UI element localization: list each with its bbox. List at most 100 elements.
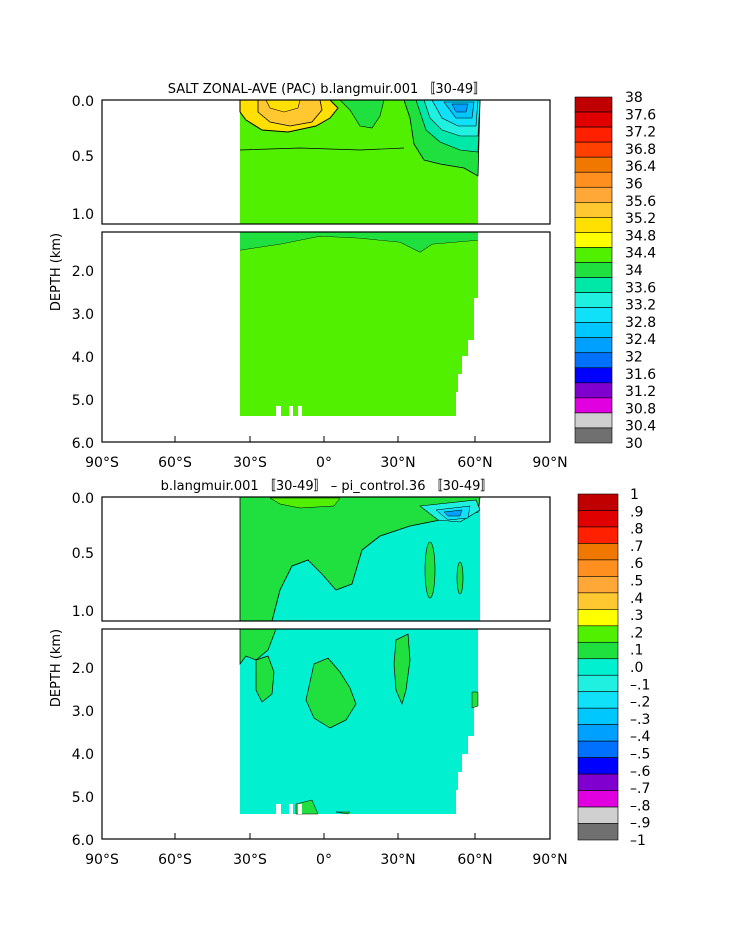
y-tick-label: 2.0 [72, 661, 94, 677]
colorbar-swatch [574, 232, 613, 248]
salt-upper-plot [101, 99, 551, 225]
colorbar-swatch [574, 111, 613, 128]
colorbar-label: –.9 [630, 816, 650, 832]
colorbar-label: .8 [630, 522, 643, 538]
colorbar-swatch [574, 126, 613, 143]
colorbar-label: 34.4 [625, 246, 656, 262]
colorbar-swatch [574, 202, 613, 218]
y-tick-label: 5.0 [72, 790, 94, 806]
y-tick-label: 3.0 [72, 704, 94, 720]
colorbar-swatch [577, 592, 619, 610]
salt-panel: SALT ZONAL-AVE (PAC) b.langmuir.001 〚30-… [49, 82, 656, 471]
colorbar-swatch [577, 823, 619, 841]
colorbar-label: 32.4 [625, 332, 656, 348]
colorbar-label: .3 [630, 608, 643, 624]
colorbar-label: 31.2 [625, 384, 656, 400]
colorbar-label: –.1 [630, 677, 650, 693]
colorbar-label: .5 [630, 574, 643, 590]
colorbar-swatch [577, 707, 619, 725]
y-tick-label: 0.0 [72, 94, 94, 110]
colorbar-label: .9 [630, 504, 643, 520]
colorbar-label: 33.2 [625, 298, 656, 314]
colorbar-label: 34 [625, 263, 643, 279]
colorbar-swatch [574, 186, 613, 203]
colorbar-label: .7 [630, 539, 643, 555]
colorbar-label: 34.8 [625, 228, 656, 244]
colorbar-swatch [577, 526, 619, 544]
salt-y-tick-labels: 0.0 0.5 1.0 2.0 3.0 4.0 5.0 6.0 [72, 94, 94, 452]
colorbar-swatch [574, 382, 613, 399]
y-tick-label: 4.0 [72, 350, 94, 366]
anomaly-panel-title: b.langmuir.001 〚30-49〛 – pi_control.36 〚… [161, 479, 494, 494]
anomaly-lower-plot [101, 628, 551, 840]
colorbar-label: 38 [625, 90, 643, 106]
colorbar-swatch [574, 352, 613, 369]
anomaly-y-axis-label: DEPTH (km) [49, 629, 64, 707]
colorbar-label: .6 [630, 556, 643, 572]
x-tick-label: 60°N [457, 852, 492, 868]
y-tick-label: 6.0 [72, 833, 94, 849]
colorbar-swatch [577, 790, 619, 808]
colorbar-label: –1 [630, 833, 646, 849]
colorbar-label: 37.6 [625, 107, 656, 123]
salt-y-axis-label: DEPTH (km) [49, 233, 64, 311]
colorbar-label: –.7 [630, 781, 650, 797]
colorbar-swatch [577, 740, 619, 758]
colorbar-label: .4 [630, 591, 643, 607]
colorbar-label: 35.6 [625, 194, 656, 210]
colorbar-label: –.2 [630, 695, 650, 711]
colorbar-swatch [574, 322, 613, 338]
y-tick-label: 0.0 [72, 491, 94, 507]
x-tick-label: 60°S [158, 455, 192, 471]
colorbar-swatch [574, 427, 613, 444]
colorbar-swatch [577, 724, 619, 742]
y-tick-label: 2.0 [72, 264, 94, 280]
colorbar-label: 30.4 [625, 419, 656, 435]
colorbar-swatch [577, 576, 619, 594]
anomaly-lower-field [240, 629, 478, 814]
colorbar-swatch [577, 806, 619, 824]
colorbar-label: .2 [630, 625, 643, 641]
colorbar-label: 33.6 [625, 280, 656, 296]
x-tick-label: 0° [316, 455, 332, 471]
colorbar-swatch [577, 757, 619, 775]
anomaly-panel: b.langmuir.001 〚30-49〛 – pi_control.36 〚… [49, 479, 650, 868]
y-tick-label: 6.0 [72, 436, 94, 452]
colorbar-swatch [574, 367, 613, 384]
colorbar-label: –.5 [630, 747, 650, 763]
colorbar-label: –.4 [630, 729, 650, 745]
colorbar-swatch [574, 141, 613, 158]
colorbar-swatch [577, 691, 619, 709]
x-tick-label: 90°S [85, 455, 119, 471]
salt-lower-plot [101, 231, 551, 443]
colorbar-swatch [574, 397, 613, 414]
y-tick-label: 0.5 [72, 546, 94, 562]
colorbar-swatch [577, 773, 619, 791]
x-tick-label: 30°S [233, 852, 267, 868]
colorbar-label: 32 [625, 350, 643, 366]
colorbar-label: 36.4 [625, 159, 656, 175]
colorbar-swatch [577, 674, 619, 693]
anomaly-upper-plot [101, 496, 551, 622]
x-tick-label: 30°S [233, 455, 267, 471]
colorbar-swatch [574, 171, 613, 188]
y-tick-label: 3.0 [72, 307, 94, 323]
colorbar-swatch [574, 412, 613, 429]
colorbar-swatch [577, 543, 619, 561]
anomaly-x-tick-labels: 90°S 60°S 30°S 0° 30°N 60°N 90°N [85, 852, 568, 868]
colorbar-label: .1 [630, 643, 643, 659]
colorbar-label: 37.2 [625, 125, 656, 141]
y-tick-label: 4.0 [72, 747, 94, 763]
colorbar-swatch [574, 277, 613, 293]
colorbar-swatch [577, 658, 619, 676]
colorbar-swatch [574, 217, 613, 233]
salt-lower-field [240, 232, 478, 416]
x-tick-label: 60°S [158, 852, 192, 868]
anomaly-colorbar: 1.9.8.7.6.5.4.3.2.1.0–.1–.2–.3–.4–.5–.6–… [577, 487, 650, 849]
colorbar-swatch [577, 641, 619, 660]
colorbar-label: .0 [630, 660, 643, 676]
salt-panel-title: SALT ZONAL-AVE (PAC) b.langmuir.001 〚30-… [168, 82, 486, 97]
colorbar-label: 30 [625, 436, 643, 452]
x-tick-label: 90°N [532, 852, 567, 868]
